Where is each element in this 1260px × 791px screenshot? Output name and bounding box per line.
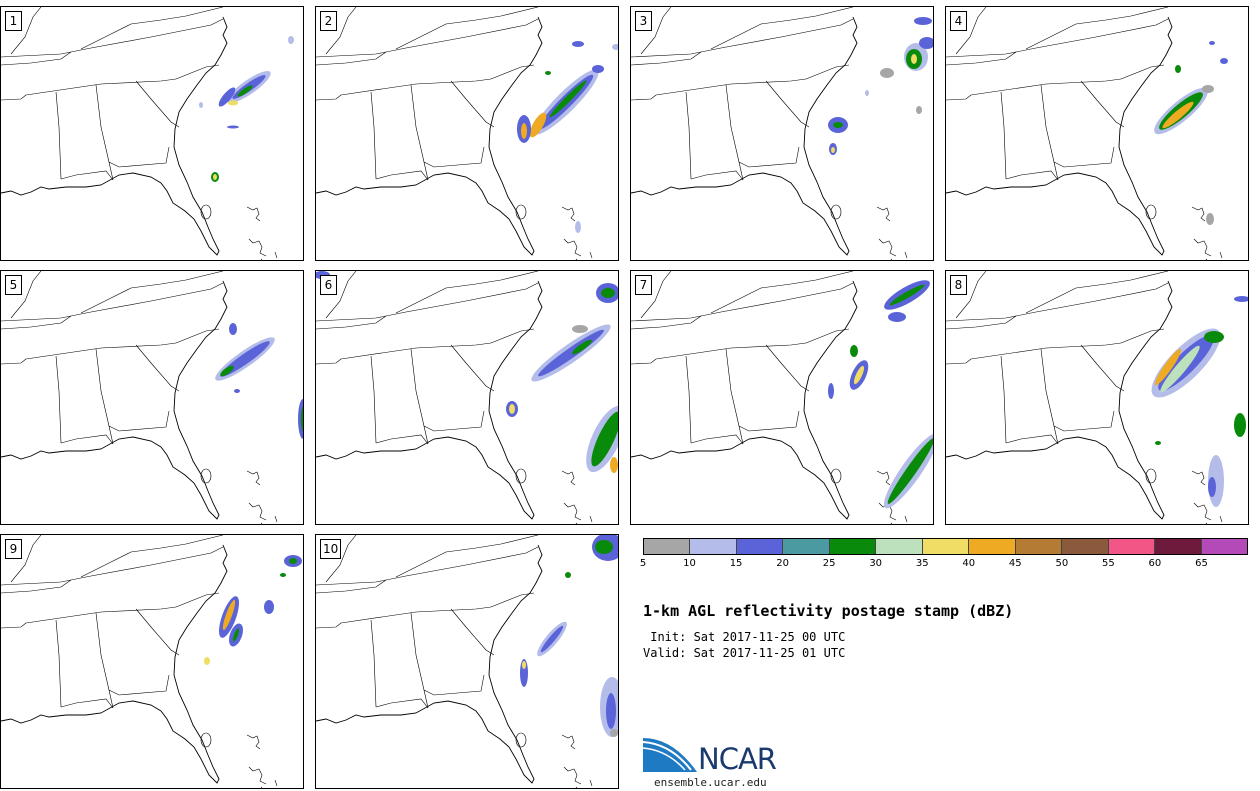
panel-number: 7 <box>635 275 652 295</box>
member-panel-1: 1 <box>0 6 304 261</box>
panel-number: 9 <box>5 539 22 559</box>
chart-title: 1-km AGL reflectivity postage stamp (dBZ… <box>643 602 1014 620</box>
basemap <box>316 271 618 524</box>
panel-number: 1 <box>5 11 22 31</box>
colorbar-tick-label: 50 <box>1055 558 1069 569</box>
colorbar-tick-label: 65 <box>1195 558 1208 569</box>
colorbar-tick-label: 45 <box>1008 558 1022 569</box>
colorbar-swatch <box>1107 539 1155 554</box>
member-panel-9: 9 <box>0 534 304 789</box>
colorbar-tick-label: 5 <box>639 558 647 569</box>
colorbar-swatch <box>1014 539 1062 554</box>
member-panel-4: 4 <box>945 6 1249 261</box>
colorbar-tick-label: 35 <box>915 558 929 569</box>
member-panel-8: 8 <box>945 270 1249 525</box>
ncar-logo-icon <box>643 738 697 772</box>
basemap <box>316 7 618 260</box>
colorbar-swatch <box>735 539 783 554</box>
colorbar-tick-label: 30 <box>869 558 883 569</box>
colorbar-swatch <box>875 539 922 554</box>
colorbar-swatch <box>1154 539 1201 554</box>
colorbar-swatch <box>828 539 876 554</box>
basemap <box>946 271 1248 524</box>
member-panel-10: 10 <box>315 534 619 789</box>
reflectivity-echoes <box>517 41 618 233</box>
colorbar-swatch <box>921 539 969 554</box>
member-panel-5: 5 <box>0 270 304 525</box>
reflectivity-echoes <box>1151 296 1248 507</box>
website-url: ensemble.ucar.edu <box>654 776 767 789</box>
panel-number: 2 <box>320 11 337 31</box>
colorbar-swatch <box>644 539 690 554</box>
panel-number: 8 <box>950 275 967 295</box>
colorbar-tick-label: 15 <box>729 558 743 569</box>
init-time: Init: Sat 2017-11-25 00 UTC <box>643 630 846 644</box>
colorbar-tick-label: 55 <box>1102 558 1115 569</box>
reflectivity-echoes <box>204 555 302 665</box>
logo-text: NCAR <box>698 742 777 776</box>
colorbar-swatch <box>1200 539 1248 554</box>
basemap <box>1 271 303 524</box>
colorbar-tick-label: 60 <box>1148 558 1162 569</box>
reflectivity-echoes <box>520 535 618 737</box>
reflectivity-echoes <box>828 280 933 509</box>
reflectivity-echoes <box>828 17 933 155</box>
member-panel-3: 3 <box>630 6 934 261</box>
colorbar-swatch <box>968 539 1015 554</box>
reflectivity-echoes <box>1154 41 1228 225</box>
member-panel-2: 2 <box>315 6 619 261</box>
member-panel-6: 6 <box>315 270 619 525</box>
panel-number: 10 <box>320 539 342 559</box>
panel-number: 4 <box>950 11 967 31</box>
reflectivity-colorbar <box>643 538 1248 555</box>
reflectivity-echoes <box>215 323 303 439</box>
colorbar-tick-label: 40 <box>962 558 976 569</box>
reflectivity-echoes <box>199 36 294 182</box>
colorbar-swatch <box>1061 539 1108 554</box>
basemap <box>946 7 1228 260</box>
basemap <box>316 535 618 788</box>
valid-time: Valid: Sat 2017-11-25 01 UTC <box>643 646 846 660</box>
panel-number: 6 <box>320 275 337 295</box>
basemap <box>631 7 933 260</box>
basemap <box>1 535 302 788</box>
colorbar-tick-label: 20 <box>776 558 789 569</box>
colorbar-swatch <box>782 539 829 554</box>
colorbar-tick-label: 10 <box>683 558 696 569</box>
basemap <box>1 7 294 260</box>
reflectivity-echoes <box>316 271 618 473</box>
panel-number: 5 <box>5 275 22 295</box>
colorbar-tick-label: 25 <box>822 558 836 569</box>
colorbar-swatch <box>689 539 736 554</box>
panel-number: 3 <box>635 11 652 31</box>
member-panel-7: 7 <box>630 270 934 525</box>
basemap <box>631 271 933 524</box>
